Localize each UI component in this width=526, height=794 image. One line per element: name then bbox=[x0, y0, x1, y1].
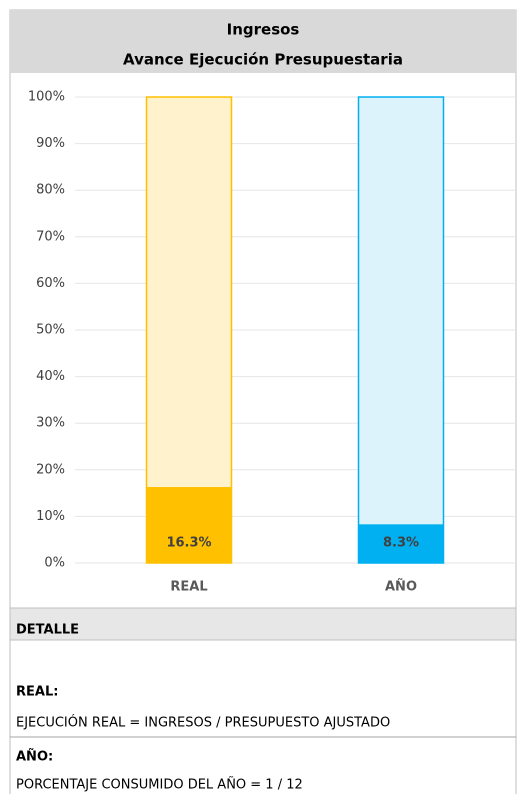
bar bbox=[146, 487, 232, 563]
detail-text: PORCENTAJE CONSUMIDO DEL AÑO = 1 / 12 bbox=[16, 777, 303, 793]
y-tick-label: 90% bbox=[36, 136, 65, 151]
y-tick-label: 80% bbox=[36, 183, 65, 198]
y-tick-label: 60% bbox=[36, 276, 65, 291]
y-tick-label: 10% bbox=[36, 509, 65, 524]
y-tick-label: 40% bbox=[36, 369, 65, 384]
y-tick-label: 30% bbox=[36, 416, 65, 431]
title-band bbox=[10, 10, 516, 73]
bar bbox=[358, 524, 444, 563]
detail-label: REAL: bbox=[16, 685, 58, 700]
x-tick-label: AÑO bbox=[385, 579, 417, 595]
detail-label: AÑO: bbox=[16, 749, 53, 765]
y-tick-label: 0% bbox=[44, 556, 65, 571]
value-label: 16.3% bbox=[166, 536, 211, 551]
detail-title: DETALLE bbox=[16, 623, 79, 638]
chart-subtitle: Avance Ejecución Presupuestaria bbox=[123, 51, 403, 69]
y-tick-label: 20% bbox=[36, 462, 65, 477]
value-label: 8.3% bbox=[383, 536, 419, 551]
detail-band bbox=[9, 607, 517, 641]
bar-background bbox=[357, 96, 445, 564]
chart-title: Ingresos bbox=[227, 21, 300, 39]
y-tick-label: 100% bbox=[28, 90, 65, 105]
y-tick-label: 70% bbox=[36, 229, 65, 244]
y-tick-label: 50% bbox=[36, 323, 65, 338]
x-tick-label: REAL bbox=[170, 580, 207, 595]
detail-text: EJECUCIÓN REAL = INGRESOS / PRESUPUESTO … bbox=[16, 715, 390, 731]
bar-background bbox=[145, 96, 233, 564]
